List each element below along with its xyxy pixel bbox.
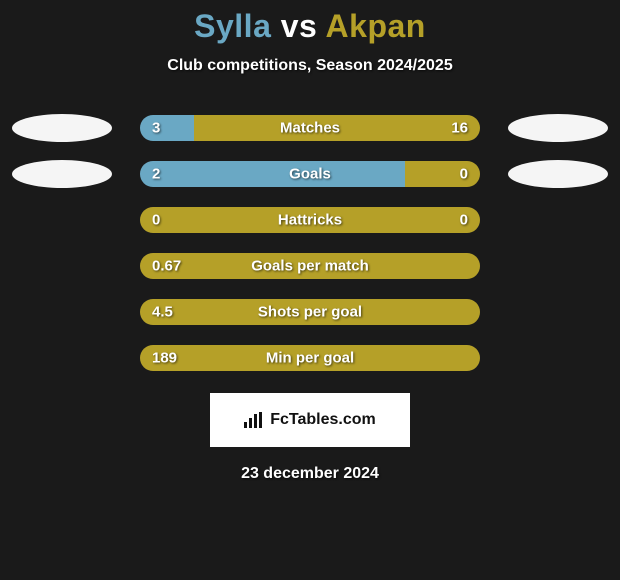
stat-left-value: 4.5 (152, 304, 173, 321)
date-label: 23 december 2024 (0, 465, 620, 483)
stat-right-value: 0 (460, 212, 468, 229)
stat-bar-right (405, 161, 480, 187)
stat-row: 0 Hattricks 0 (0, 197, 620, 243)
stat-bar: 2 Goals 0 (140, 161, 480, 187)
stat-bar-left (140, 161, 405, 187)
brand-logo: FcTables.com (210, 393, 410, 447)
stat-left-value: 3 (152, 120, 160, 137)
stat-name: Shots per goal (258, 304, 362, 321)
stat-name: Goals (289, 166, 331, 183)
stat-right-value: 16 (451, 120, 468, 137)
stat-bar: 0.67 Goals per match (140, 253, 480, 279)
stat-row: 3 Matches 16 (0, 105, 620, 151)
subtitle: Club competitions, Season 2024/2025 (0, 57, 620, 75)
player1-badge (12, 114, 112, 142)
stat-row: 4.5 Shots per goal (0, 289, 620, 335)
player2-badge (508, 160, 608, 188)
stat-name: Goals per match (251, 258, 369, 275)
bar-chart-icon (244, 412, 264, 428)
stat-row: 0.67 Goals per match (0, 243, 620, 289)
stat-left-value: 189 (152, 350, 177, 367)
stat-bar-left (140, 115, 194, 141)
stat-bar: 189 Min per goal (140, 345, 480, 371)
player2-badge (508, 114, 608, 142)
player1-badge (12, 160, 112, 188)
stat-right-value: 0 (460, 166, 468, 183)
page-title: Sylla vs Akpan (0, 8, 620, 45)
stat-name: Hattricks (278, 212, 342, 229)
stat-bar: 4.5 Shots per goal (140, 299, 480, 325)
stat-row: 2 Goals 0 (0, 151, 620, 197)
stat-name: Min per goal (266, 350, 354, 367)
stat-row: 189 Min per goal (0, 335, 620, 381)
title-vs: vs (281, 8, 318, 44)
player2-name: Akpan (326, 8, 426, 44)
stat-bar: 0 Hattricks 0 (140, 207, 480, 233)
stat-left-value: 0 (152, 212, 160, 229)
stat-bar: 3 Matches 16 (140, 115, 480, 141)
stat-left-value: 0.67 (152, 258, 181, 275)
player1-name: Sylla (194, 8, 271, 44)
brand-text: FcTables.com (270, 411, 376, 429)
comparison-infographic: Sylla vs Akpan Club competitions, Season… (0, 0, 620, 483)
stats-list: 3 Matches 16 2 Goals 0 0 Hattricks 0 0.67 Goals pe… (0, 105, 620, 381)
stat-left-value: 2 (152, 166, 160, 183)
stat-name: Matches (280, 120, 340, 137)
